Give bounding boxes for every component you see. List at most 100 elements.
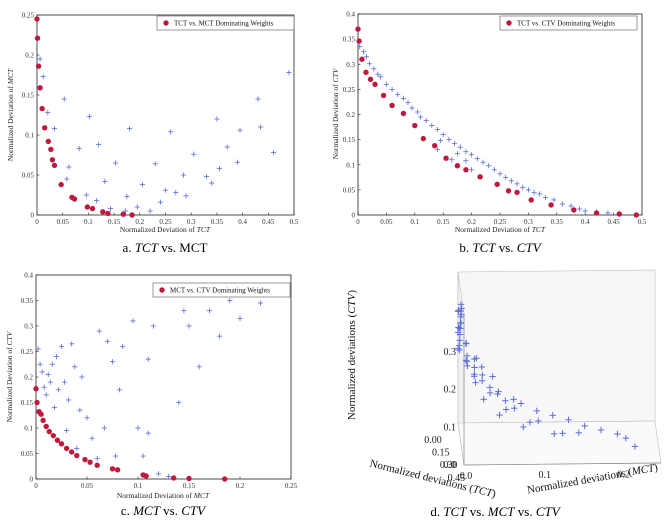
weight-point [157, 199, 163, 205]
weight-point [66, 397, 72, 403]
weight-point-3d [473, 355, 480, 362]
y-axis-label-text: Normalized Deviation of [6, 84, 15, 161]
y-tick-label: 0 [352, 212, 356, 220]
weight-point-3d [517, 400, 525, 407]
dominating-point [89, 205, 96, 212]
dominating-point [412, 122, 418, 129]
dominating-point [87, 459, 93, 465]
weight-point [181, 308, 187, 314]
weight-point [270, 150, 277, 156]
weight-point-3d [597, 426, 605, 434]
weight-point [168, 129, 174, 135]
x-tick-label: 0.15 [183, 482, 196, 490]
y-tick-label: 0.35 [21, 297, 34, 305]
x-tick-label: 0.1 [410, 218, 419, 226]
weight-point [434, 147, 441, 153]
weight-point [214, 116, 220, 122]
box-edge [463, 462, 662, 466]
dominating-point [593, 210, 600, 216]
weight-point [217, 333, 223, 339]
y-axis-label: Normalized Deviation of MCT [6, 68, 15, 161]
weight-point [361, 49, 367, 55]
caption-part: vs. [495, 240, 516, 255]
weight-point [582, 208, 588, 214]
x-tick-label: 0.25 [285, 482, 298, 490]
dominating-point [355, 26, 361, 32]
dominating-point [34, 16, 40, 22]
caption-part: a. [123, 240, 135, 255]
chart-b-plot-frame [357, 13, 643, 216]
dominating-point [46, 428, 52, 435]
y-tick-label: 0.05 [22, 172, 35, 180]
weight-point [363, 54, 370, 60]
weight-point [37, 361, 43, 367]
x-tick-label: 0.25 [494, 218, 507, 226]
weight-point-3d [631, 443, 639, 450]
weight-point-3d [464, 362, 471, 370]
dominating-point [51, 162, 58, 169]
weight-point [191, 151, 197, 157]
weight-point-3d [549, 412, 556, 419]
z-tick-label: 0.3 [444, 347, 457, 358]
weight-point [37, 56, 43, 62]
weight-point-3d [480, 396, 487, 403]
weight-point-3d [622, 434, 630, 442]
weight-point [139, 182, 145, 188]
caption-part: d. [430, 504, 443, 519]
weight-point [145, 356, 151, 362]
weight-point [415, 109, 421, 115]
weight-point-3d [533, 407, 540, 415]
weight-point-3d [489, 373, 496, 380]
x-tick-label: 0.00 [424, 435, 442, 446]
weight-point [53, 354, 59, 360]
weight-point [503, 174, 509, 180]
weight-point [186, 323, 192, 329]
weight-point [400, 95, 407, 102]
weight-point [257, 124, 264, 130]
weight-point [166, 473, 172, 480]
weight-point-3d [478, 363, 485, 371]
chart-b: 0 0.05 0.1 0.15 0.2 0.25 0.3 0.35 0.4 0.45 0.5 0 0.0… [331, 11, 647, 235]
weight-point [486, 163, 492, 169]
weight-point-3d [502, 397, 509, 404]
dominating-point [477, 174, 483, 180]
y-tick-label: 0.2 [25, 52, 34, 60]
weight-point [126, 126, 133, 132]
x-tick-label: 0.35 [551, 218, 564, 226]
caption-d: d. TCT vs. MCT vs. CTV [430, 504, 561, 519]
dominating-point [359, 56, 365, 62]
x-tick-label: 0.1 [134, 482, 143, 490]
y-tick-label: 0.05 [343, 186, 356, 194]
y-tick-label: 0.2 [617, 469, 630, 480]
dominating-point [186, 475, 192, 482]
weight-point [405, 99, 411, 106]
y-axis-label-italic: MCT [630, 462, 656, 478]
weight-point [474, 156, 480, 162]
dominating-point [58, 441, 65, 447]
caption-part: CTV [517, 240, 543, 255]
weight-point-3d [458, 305, 465, 312]
weight-point [47, 379, 53, 385]
legend-marker [506, 20, 512, 26]
weight-point [209, 180, 215, 186]
weight-point [89, 435, 95, 441]
dominating-point [71, 196, 78, 202]
x-tick-label: 0.4 [581, 218, 590, 226]
y-tick-label: 0.15 [21, 399, 34, 407]
weight-point [454, 151, 460, 157]
weight-point [58, 343, 65, 349]
x-tick-label: 0.1 [84, 218, 93, 226]
dominating-point [171, 475, 177, 481]
caption-c: c. MCT vs. CTV [121, 503, 207, 518]
weight-point-3d [520, 423, 527, 431]
weight-point [437, 138, 443, 144]
dominating-point [40, 417, 46, 424]
weight-point [74, 445, 80, 451]
weight-point-3d [457, 301, 465, 308]
weight-point [64, 176, 70, 182]
weight-point [180, 172, 187, 178]
dominating-point [363, 69, 369, 75]
weight-point [423, 117, 429, 124]
legend: MCT vs. CTV Dominating Weights [152, 282, 291, 298]
